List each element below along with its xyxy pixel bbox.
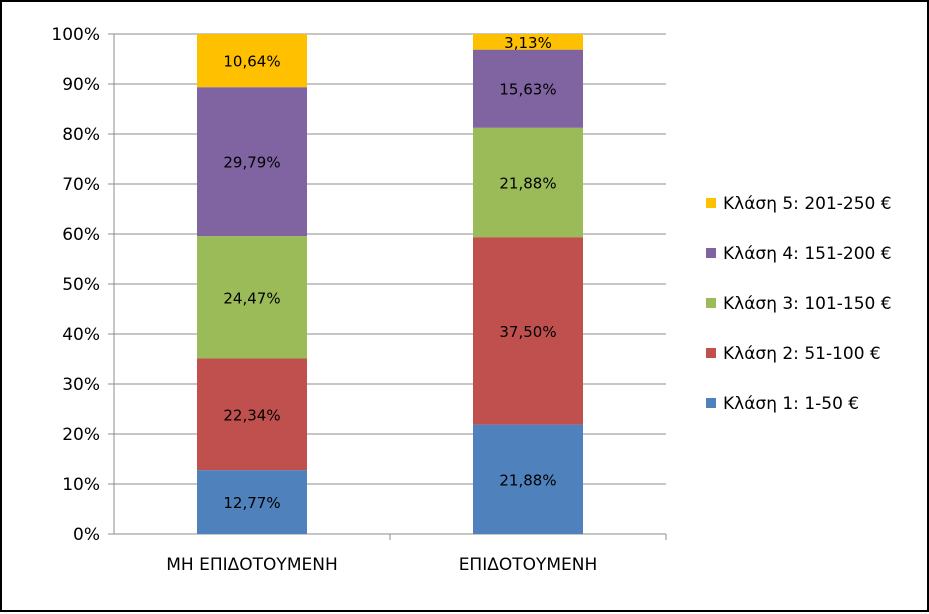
data-label: 22,34%: [223, 406, 280, 424]
y-tick-label: 90%: [62, 75, 100, 95]
y-tick-label: 70%: [62, 175, 100, 195]
data-label: 3,13%: [504, 34, 552, 52]
y-tick-label: 30%: [62, 375, 100, 395]
legend-entry: Κλάση 1: 1-50 €: [723, 394, 859, 414]
data-label: 37,50%: [499, 323, 556, 341]
legend-swatch: [706, 198, 716, 208]
bar-segment: [473, 237, 583, 425]
legend-entry: Κλάση 3: 101-150 €: [723, 294, 892, 314]
bar-segment: [197, 236, 307, 359]
legend-entry: Κλάση 4: 151-200 €: [723, 244, 892, 264]
y-tick-label: 40%: [62, 325, 100, 345]
bar-segment: [197, 358, 307, 471]
bar-segment: [197, 34, 307, 88]
bar-segment: [197, 470, 307, 534]
y-tick-label: 100%: [51, 25, 100, 45]
legend-swatch: [706, 248, 716, 258]
bar-segment: [473, 424, 583, 534]
data-label: 24,47%: [223, 289, 280, 307]
y-tick-label: 0%: [73, 525, 100, 545]
legend-entry: Κλάση 5: 201-250 €: [723, 194, 892, 214]
data-label: 15,63%: [499, 81, 556, 99]
data-label: 21,88%: [499, 174, 556, 192]
bar-segment: [197, 87, 307, 237]
data-label: 29,79%: [223, 154, 280, 172]
data-label: 21,88%: [499, 471, 556, 489]
bar-segment: [473, 49, 583, 128]
y-tick-label: 20%: [62, 425, 100, 445]
y-tick-label: 60%: [62, 225, 100, 245]
legend-swatch: [706, 398, 716, 408]
bar-segment: [473, 127, 583, 238]
data-label: 10,64%: [223, 53, 280, 71]
bar-segment: [473, 34, 583, 50]
x-category-label: ΕΠΙΔΟΤΟΥΜΕΝΗ: [459, 555, 598, 575]
data-label: 12,77%: [223, 494, 280, 512]
legend-swatch: [706, 348, 716, 358]
y-tick-label: 50%: [62, 275, 100, 295]
y-tick-label: 80%: [62, 125, 100, 145]
legend-swatch: [706, 298, 716, 308]
x-category-label: ΜΗ ΕΠΙΔΟΤΟΥΜΕΝΗ: [166, 555, 337, 575]
legend-entry: Κλάση 2: 51-100 €: [723, 344, 881, 364]
y-tick-label: 10%: [62, 475, 100, 495]
